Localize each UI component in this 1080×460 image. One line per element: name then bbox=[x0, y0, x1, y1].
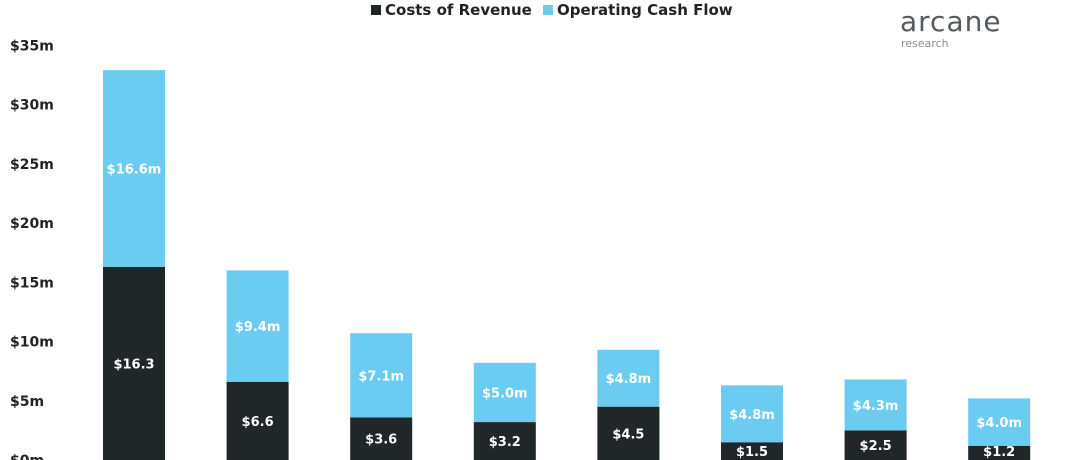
bar-label-costs-of-revenue: $3.2 bbox=[489, 435, 521, 450]
y-tick-label: $35m bbox=[10, 38, 54, 54]
bar-costs-of-revenue bbox=[350, 417, 413, 460]
bar-label-operating-cash-flow: $4.3m bbox=[853, 399, 899, 414]
bar-costs-of-revenue bbox=[968, 445, 1031, 460]
bar-label-costs-of-revenue: $1.5 bbox=[736, 445, 768, 460]
bar-costs-of-revenue bbox=[844, 430, 907, 460]
bar-label-operating-cash-flow: $9.4m bbox=[235, 320, 281, 335]
y-tick-label: $0m bbox=[10, 453, 44, 460]
bars bbox=[103, 70, 1031, 460]
bar-operating-cash-flow bbox=[721, 385, 783, 443]
y-tick-label: $25m bbox=[10, 157, 54, 173]
logo-wordmark: arcane bbox=[900, 5, 1002, 38]
bar-operating-cash-flow bbox=[597, 349, 660, 407]
bar-label-operating-cash-flow: $4.0m bbox=[976, 416, 1022, 431]
bar-costs-of-revenue bbox=[721, 442, 783, 460]
legend-swatch-costs-of-revenue bbox=[371, 5, 381, 15]
bar-label-operating-cash-flow: $4.8m bbox=[729, 408, 775, 423]
bar-label-operating-cash-flow: $7.1m bbox=[358, 369, 404, 384]
y-tick-label: $20m bbox=[10, 216, 54, 232]
y-tick-label: $30m bbox=[10, 98, 54, 114]
bar-label-costs-of-revenue: $6.6 bbox=[242, 415, 274, 430]
legend: Costs of Revenue Operating Cash Flow bbox=[371, 1, 733, 19]
legend-label-operating-cash-flow: Operating Cash Flow bbox=[557, 1, 733, 19]
y-tick-label: $10m bbox=[10, 335, 54, 351]
bar-label-operating-cash-flow: $5.0m bbox=[482, 386, 528, 401]
bar-costs-of-revenue bbox=[597, 406, 660, 460]
bar-operating-cash-flow bbox=[844, 379, 907, 431]
bar-label-costs-of-revenue: $4.5 bbox=[612, 427, 644, 442]
bar-label-costs-of-revenue: $2.5 bbox=[860, 439, 892, 454]
arcane-research-logo: arcane research bbox=[900, 5, 1002, 50]
y-tick-label: $5m bbox=[10, 394, 44, 410]
bar-operating-cash-flow bbox=[968, 398, 1031, 446]
bar-operating-cash-flow bbox=[226, 270, 289, 382]
bar-operating-cash-flow bbox=[103, 70, 165, 267]
bar-labels: $16.3 $16.6m $6.6 $9.4m $3.6 $7.1m $3.2 $5.0m $4… bbox=[107, 162, 1022, 460]
logo-subtitle: research bbox=[901, 37, 949, 50]
bar-operating-cash-flow bbox=[473, 362, 536, 423]
bar-label-operating-cash-flow: $4.8m bbox=[606, 372, 652, 387]
bar-label-costs-of-revenue: $16.3 bbox=[113, 357, 154, 372]
y-axis: $0m $5m $10m $15m $20m $25m $30m $35m bbox=[10, 38, 54, 460]
bar-operating-cash-flow bbox=[350, 333, 413, 418]
y-tick-label: $15m bbox=[10, 275, 54, 291]
bar-label-costs-of-revenue: $3.6 bbox=[365, 433, 397, 448]
legend-label-costs-of-revenue: Costs of Revenue bbox=[385, 1, 532, 19]
bar-label-operating-cash-flow: $16.6m bbox=[107, 162, 162, 177]
bar-costs-of-revenue bbox=[473, 422, 536, 460]
bar-costs-of-revenue bbox=[226, 381, 289, 460]
bar-label-costs-of-revenue: $1.2 bbox=[983, 445, 1015, 460]
legend-swatch-operating-cash-flow bbox=[543, 5, 553, 15]
bar-costs-of-revenue bbox=[103, 266, 165, 460]
